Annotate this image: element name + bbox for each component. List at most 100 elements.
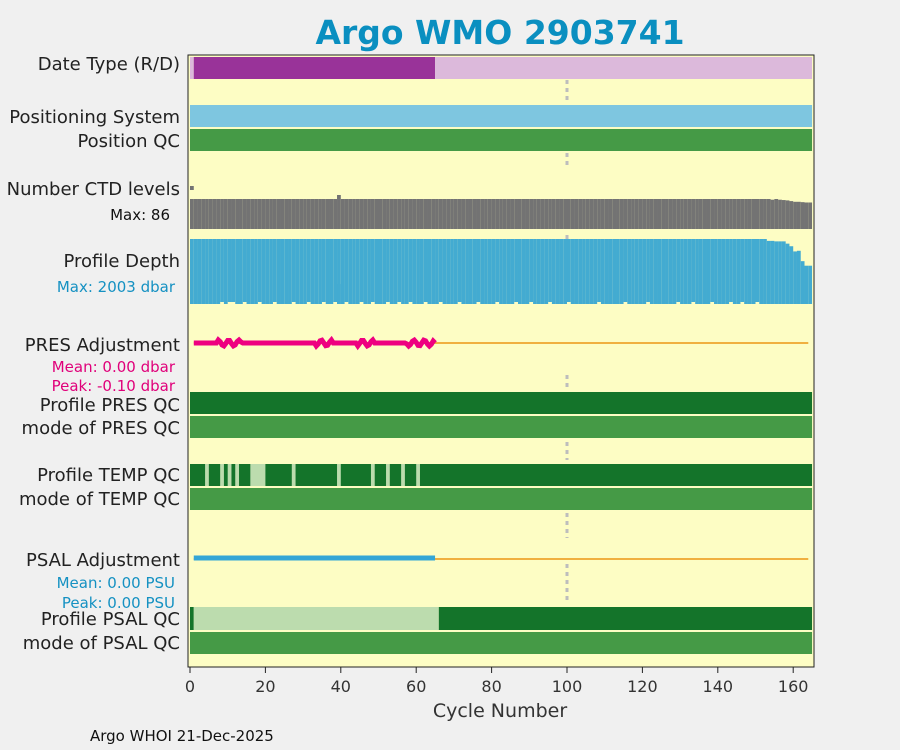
ctd-levels-bar-83	[502, 199, 507, 229]
ctd-levels-bar-140	[717, 199, 722, 229]
ctd-levels-bar-155	[774, 199, 779, 229]
profile-psal-qc-bar-2	[438, 607, 813, 630]
profile-temp-qc-flag-6	[337, 464, 341, 486]
profile-depth-bar-147	[744, 239, 748, 304]
profile-depth-bar-134	[695, 239, 699, 304]
profile-depth-bar-17	[254, 239, 258, 304]
profile-depth-bar-83	[502, 239, 507, 304]
ctd-levels-bar-72	[461, 199, 466, 229]
profile-depth-spike	[337, 284, 341, 304]
ctd-levels-bar-35	[321, 199, 326, 229]
ctd-levels-bar-17	[254, 199, 258, 229]
ctd-levels-bar-119	[638, 199, 643, 229]
ctd-levels-bar-108	[597, 199, 601, 229]
profile-depth-bar-109	[600, 239, 605, 304]
ctd-levels-bar-102	[574, 199, 579, 229]
label-positioning-system: Positioning System	[9, 107, 180, 128]
ctd-levels-bar-153	[766, 199, 771, 229]
profile-depth-bar-48	[370, 239, 375, 302]
ctd-levels-bar-54	[393, 199, 398, 229]
profile-depth-bar-7	[216, 239, 221, 304]
profile-depth-bar-50	[378, 239, 383, 304]
ctd-levels-bar-101	[570, 199, 575, 229]
ctd-levels-bar-136	[702, 199, 707, 229]
ctd-levels-bar-23	[276, 199, 281, 229]
footer-credit: Argo WHOI 21-Dec-2025	[90, 727, 274, 745]
ctd-levels-bar-70	[453, 199, 458, 229]
profile-depth-bar-73	[465, 239, 469, 304]
ctd-levels-bar-152	[763, 199, 767, 229]
ctd-levels-bar-100	[567, 199, 571, 229]
ctd-levels-bar-41	[344, 199, 349, 229]
profile-depth-bar-158	[785, 243, 790, 304]
mode-pres-qc-bar	[190, 416, 813, 438]
label-depth-max: Max: 2003 dbar	[57, 278, 176, 296]
profile-depth-bar-87	[517, 239, 522, 304]
profile-depth-bar-49	[374, 239, 379, 304]
ctd-levels-bar-31	[306, 199, 311, 229]
ctd-levels-bar-80	[491, 199, 496, 229]
profile-depth-bar-16	[250, 239, 255, 304]
profile-depth-bar-129	[676, 239, 681, 302]
profile-depth-bar-4	[205, 239, 209, 304]
ctd-levels-bar-68	[446, 199, 451, 229]
ctd-levels-bar-129	[676, 199, 681, 229]
date-type-bar-1	[193, 57, 436, 79]
profile-depth-bar-6	[212, 239, 217, 304]
ctd-levels-bar-45	[359, 199, 364, 229]
label-profile-pres-qc: Profile PRES QC	[40, 395, 180, 416]
profile-depth-bar-157	[781, 241, 786, 304]
ctd-levels-bar-22	[272, 199, 277, 229]
profile-depth-bar-28	[295, 239, 300, 304]
ctd-levels-bar-123	[653, 199, 658, 229]
ctd-levels-bar-74	[468, 199, 473, 229]
profile-depth-bar-103	[578, 239, 583, 304]
ctd-levels-bar-26	[288, 199, 292, 229]
ctd-levels-spike	[337, 195, 341, 199]
ctd-levels-bar-114	[619, 199, 624, 229]
profile-depth-bar-47	[367, 239, 371, 304]
profile-depth-bar-120	[642, 239, 647, 304]
ctd-levels-bar-51	[382, 199, 387, 229]
ctd-levels-bar-138	[710, 199, 715, 229]
profile-depth-bar-85	[510, 239, 515, 304]
profile-depth-bar-45	[359, 239, 364, 302]
ctd-levels-bar-141	[721, 199, 726, 229]
profile-depth-bar-156	[778, 241, 782, 304]
profile-depth-bar-64	[431, 239, 436, 304]
label-profile-temp-qc: Profile TEMP QC	[37, 465, 180, 486]
profile-depth-bar-81	[495, 239, 500, 302]
ctd-levels-bar-78	[484, 199, 488, 229]
label-ctd-max: Max: 86	[110, 206, 170, 224]
ctd-levels-bar-44	[355, 199, 360, 229]
ctd-levels-bar-111	[608, 199, 613, 229]
ctd-levels-bar-98	[559, 199, 564, 229]
ctd-levels-bar-33	[314, 199, 319, 229]
ctd-levels-bar-63	[427, 199, 432, 229]
ctd-levels-bar-37	[329, 199, 334, 229]
profile-depth-bar-77	[480, 239, 485, 304]
profile-depth-bar-67	[442, 239, 447, 304]
chart-title: Argo WMO 2903741	[315, 13, 684, 52]
profile-depth-bar-107	[593, 239, 598, 304]
ctd-levels-bar-149	[751, 199, 756, 229]
profile-psal-qc-bar-1	[193, 607, 439, 630]
ctd-levels-bar-162	[800, 202, 805, 229]
ctd-levels-bar-32	[310, 199, 315, 229]
ctd-levels-bar-7	[216, 199, 221, 229]
ctd-levels-bar-126	[665, 199, 669, 229]
label-mode-pres-qc: mode of PRES QC	[22, 418, 180, 439]
ctd-levels-bar-76	[476, 199, 481, 229]
ctd-levels-bar-56	[401, 199, 405, 229]
ctd-levels-bar-60	[416, 199, 420, 229]
profile-depth-bar-59	[412, 239, 417, 304]
ctd-levels-bar-156	[778, 199, 782, 229]
profile-depth-bar-90	[529, 239, 534, 302]
profile-depth-bar-9	[223, 239, 228, 304]
ctd-levels-bar-139	[714, 199, 718, 229]
profile-depth-bar-58	[408, 239, 413, 302]
x-tick-label-100: 100	[552, 677, 583, 696]
profile-depth-bar-0	[190, 239, 194, 304]
profile-depth-bar-52	[386, 239, 390, 302]
